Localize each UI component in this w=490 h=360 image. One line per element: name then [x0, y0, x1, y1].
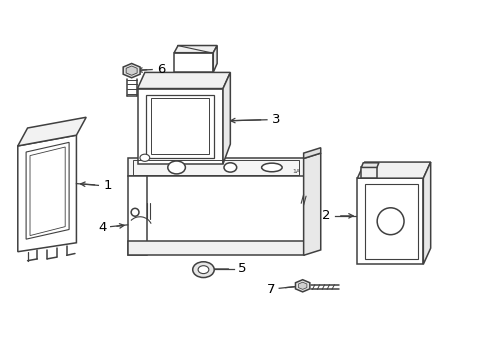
Polygon shape [18, 117, 86, 146]
Text: 7: 7 [267, 283, 275, 296]
Polygon shape [357, 162, 431, 178]
Polygon shape [298, 282, 307, 289]
Polygon shape [304, 153, 321, 255]
Circle shape [140, 154, 150, 161]
Polygon shape [361, 163, 379, 167]
Text: 2: 2 [322, 210, 331, 222]
Polygon shape [128, 158, 304, 176]
Text: 5: 5 [238, 262, 246, 275]
Ellipse shape [131, 208, 139, 216]
Polygon shape [128, 241, 304, 255]
Ellipse shape [262, 163, 282, 172]
Text: 1: 1 [103, 179, 112, 192]
Polygon shape [213, 45, 217, 72]
Polygon shape [223, 72, 230, 164]
Circle shape [224, 163, 237, 172]
Circle shape [193, 262, 214, 278]
Polygon shape [174, 53, 213, 72]
Polygon shape [295, 280, 310, 292]
Polygon shape [174, 45, 217, 53]
Polygon shape [138, 72, 230, 89]
Text: 1A: 1A [292, 168, 300, 174]
Polygon shape [304, 148, 321, 158]
Circle shape [168, 161, 185, 174]
Polygon shape [126, 66, 137, 75]
Text: 3: 3 [272, 113, 280, 126]
Circle shape [198, 266, 209, 274]
Polygon shape [357, 178, 423, 264]
Polygon shape [423, 162, 431, 264]
Ellipse shape [377, 208, 404, 235]
Polygon shape [18, 135, 76, 252]
Polygon shape [123, 63, 140, 78]
Polygon shape [128, 176, 147, 255]
Polygon shape [361, 167, 377, 178]
Polygon shape [138, 89, 223, 164]
Text: 6: 6 [157, 63, 166, 76]
Text: 4: 4 [99, 221, 107, 234]
